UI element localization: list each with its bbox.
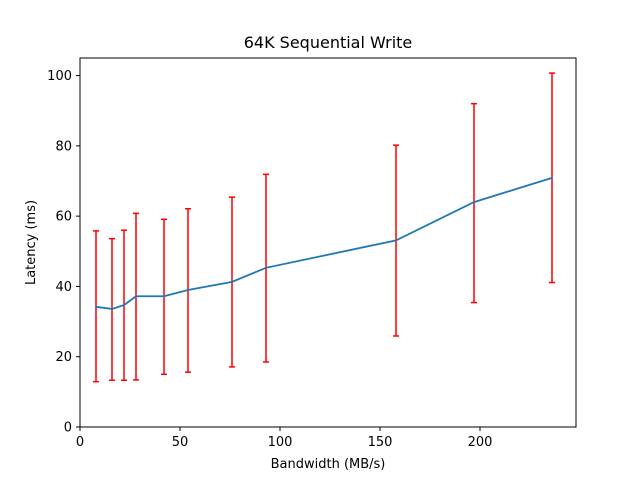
y-tick-label: 0 (64, 421, 72, 436)
y-tick-label: 60 (55, 210, 72, 225)
x-tick-label: 200 (468, 435, 493, 450)
data-point (95, 305, 97, 308)
y-axis-label: Latency (ms) (24, 200, 39, 285)
x-tick-label: 0 (76, 435, 84, 450)
data-point (135, 295, 137, 298)
data-point (231, 280, 233, 283)
x-tick-label: 100 (268, 435, 293, 450)
data-point (187, 288, 189, 291)
plot-area (93, 72, 555, 383)
data-point (111, 307, 113, 310)
x-tick-label: 150 (368, 435, 393, 450)
y-tick-label: 20 (55, 350, 72, 365)
y-tick-label: 100 (47, 69, 72, 84)
y-tick-label: 40 (55, 280, 72, 295)
error-bar (471, 102, 477, 304)
x-tick-label: 50 (172, 435, 189, 450)
y-tick-label: 80 (55, 139, 72, 154)
data-point (551, 176, 553, 179)
y-axis: 0 20 40 60 80 100 (47, 69, 80, 436)
x-axis: 0 50 100 150 200 (76, 427, 493, 450)
data-point (473, 201, 475, 204)
data-point (395, 239, 397, 242)
x-axis-label: Bandwidth (MB/s) (271, 457, 386, 472)
plot-frame (79, 57, 577, 428)
data-point (163, 295, 165, 298)
data-point (123, 304, 125, 307)
data-point (265, 266, 267, 269)
chart-title: 64K Sequential Write (244, 33, 413, 52)
